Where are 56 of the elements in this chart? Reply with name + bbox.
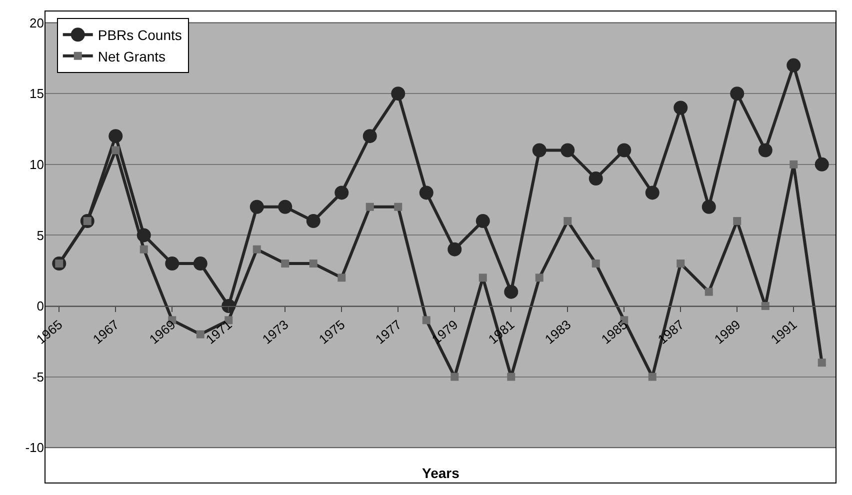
point [422, 316, 430, 324]
point [588, 172, 603, 186]
point [790, 160, 798, 168]
point [334, 186, 349, 200]
point [564, 217, 572, 226]
point [758, 143, 772, 158]
point [112, 146, 120, 154]
point [786, 58, 801, 72]
y-tick-label: 15 [30, 86, 44, 102]
point [362, 129, 377, 144]
point [592, 260, 600, 268]
point [140, 245, 148, 254]
y-tick-label: 0 [36, 298, 44, 314]
point [338, 274, 346, 282]
point [532, 143, 546, 158]
point [391, 86, 406, 101]
y-tick-label: 5 [36, 228, 44, 243]
point [507, 372, 516, 381]
point [676, 260, 685, 268]
point [281, 260, 290, 268]
point [196, 330, 204, 338]
point [535, 274, 544, 282]
legend-label: PBRs Counts [98, 27, 182, 44]
point [645, 186, 660, 200]
point [366, 202, 374, 211]
point [818, 358, 826, 367]
point [504, 284, 518, 299]
point [478, 274, 487, 282]
point [193, 256, 208, 271]
point [309, 260, 318, 268]
y-tick-label: -5 [32, 369, 44, 384]
y-tick-label: 20 [30, 15, 44, 30]
point [394, 202, 402, 211]
point [278, 200, 292, 214]
point [419, 186, 434, 200]
point [250, 200, 264, 214]
point [814, 157, 829, 172]
point [448, 242, 462, 256]
point [165, 256, 180, 271]
point [674, 100, 688, 115]
point [733, 217, 742, 226]
point [704, 288, 713, 296]
y-tick-label: -10 [25, 440, 44, 456]
point [476, 214, 490, 228]
point [730, 86, 744, 101]
point [617, 143, 632, 158]
point [108, 129, 123, 144]
legend-label: Net Grants [98, 48, 166, 64]
y-tick-label: 10 [30, 156, 44, 172]
point [450, 372, 459, 381]
x-axis-title: Years [422, 465, 460, 481]
point [560, 143, 575, 158]
point [252, 245, 261, 254]
point [306, 214, 320, 228]
point [648, 372, 656, 381]
point [702, 200, 716, 214]
